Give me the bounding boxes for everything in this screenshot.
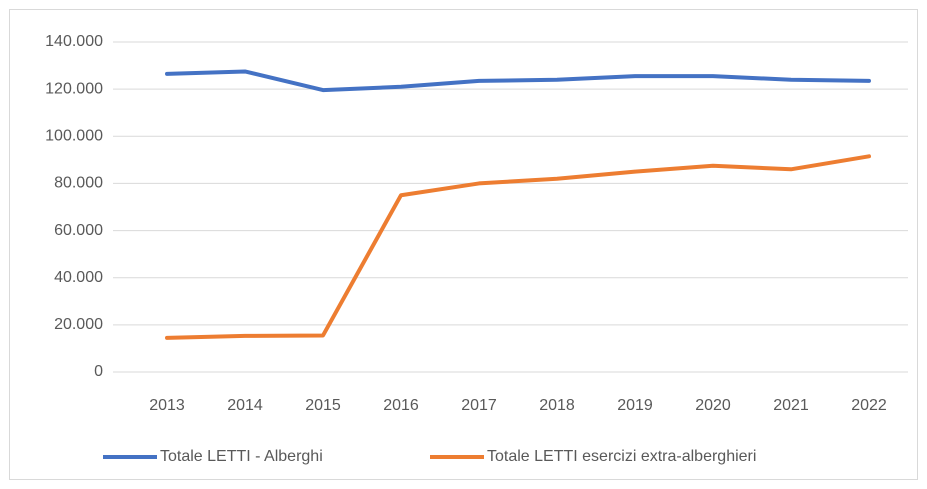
x-tick-label: 2018 bbox=[539, 397, 575, 414]
y-tick-label: 120.000 bbox=[45, 80, 103, 97]
x-tick-label: 2020 bbox=[695, 397, 731, 414]
x-tick-label: 2021 bbox=[773, 397, 809, 414]
legend-label: Totale LETTI esercizi extra-alberghieri bbox=[487, 448, 756, 465]
y-tick-label: 140.000 bbox=[45, 33, 103, 50]
y-tick-label: 60.000 bbox=[54, 222, 103, 239]
x-tick-label: 2022 bbox=[851, 397, 887, 414]
y-tick-label: 40.000 bbox=[54, 269, 103, 286]
x-tick-label: 2019 bbox=[617, 397, 653, 414]
x-tick-label: 2016 bbox=[383, 397, 419, 414]
x-tick-label: 2014 bbox=[227, 397, 263, 414]
series-line bbox=[165, 69, 871, 93]
chart-frame bbox=[9, 9, 918, 480]
x-tick-label: 2013 bbox=[149, 397, 185, 414]
x-tick-label: 2017 bbox=[461, 397, 497, 414]
x-tick-label: 2015 bbox=[305, 397, 341, 414]
y-tick-label: 80.000 bbox=[54, 175, 103, 192]
y-tick-label: 20.000 bbox=[54, 316, 103, 333]
series-line bbox=[165, 154, 871, 340]
legend-label: Totale LETTI - Alberghi bbox=[160, 448, 323, 465]
y-tick-label: 0 bbox=[94, 363, 103, 380]
y-tick-label: 100.000 bbox=[45, 128, 103, 145]
